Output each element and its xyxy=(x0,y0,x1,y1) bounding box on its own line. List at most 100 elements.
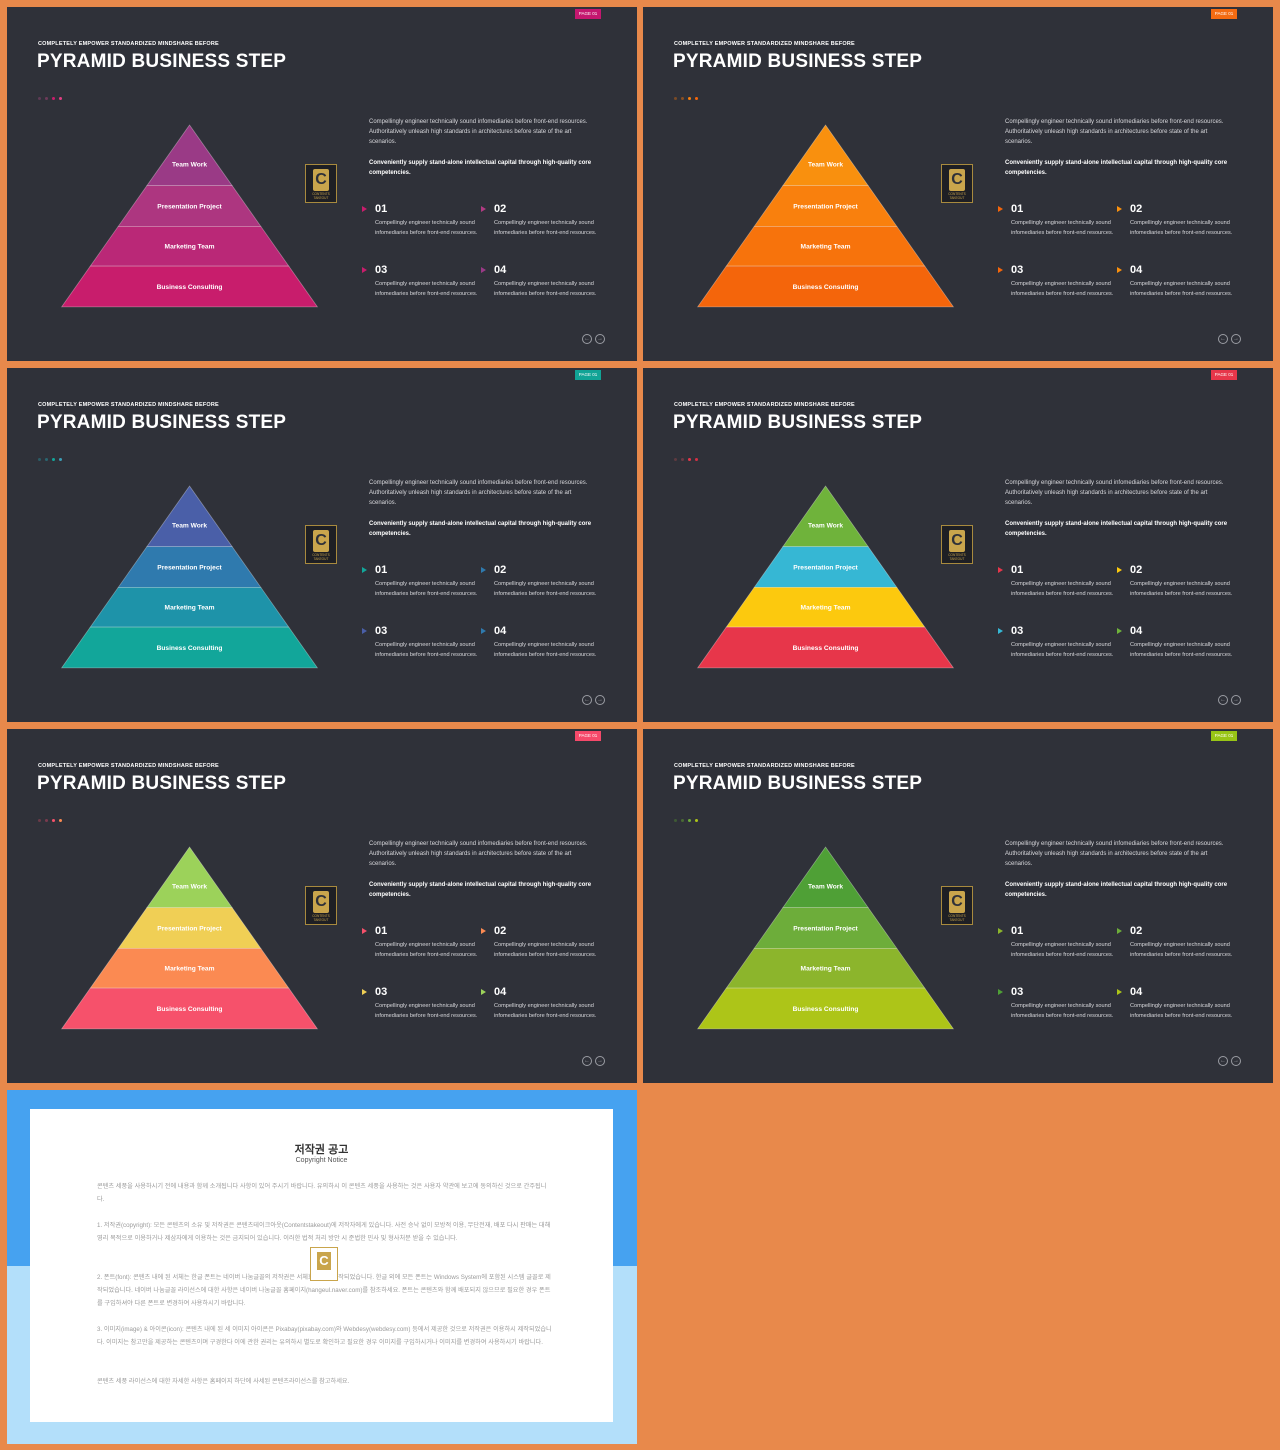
step-text: Compellingly engineer technically sound … xyxy=(494,642,597,658)
accent-dot xyxy=(59,97,62,100)
triangle-arrow-icon xyxy=(998,206,1003,212)
step-number: 01 xyxy=(1011,925,1024,937)
step-number: 03 xyxy=(375,264,388,276)
slide-2: PAGE 01 COMPLETELY EMPOWER STANDARDIZED M… xyxy=(643,7,1273,361)
step-text: Compellingly engineer technically sound … xyxy=(1130,581,1233,597)
pyramid-tier-label: Marketing Team xyxy=(165,244,215,251)
pyramid-diagram: Team Work Presentation Project Marketing T… xyxy=(696,846,955,1030)
slide-title: PYRAMID BUSINESS STEP xyxy=(37,412,287,433)
accent-dot xyxy=(59,458,62,461)
pyramid-tier-label: Team Work xyxy=(172,884,207,891)
prev-arrow-icon[interactable]: ← xyxy=(1218,1056,1228,1066)
step-number: 03 xyxy=(1011,264,1024,276)
triangle-arrow-icon xyxy=(481,267,486,273)
triangle-arrow-icon xyxy=(998,267,1003,273)
pyramid-tier-4 xyxy=(696,987,955,1030)
logo-letter: C xyxy=(313,169,329,191)
step-number: 02 xyxy=(494,203,507,215)
slide-nav: ← → xyxy=(579,688,605,706)
slide-title: PYRAMID BUSINESS STEP xyxy=(37,51,287,72)
accent-dot xyxy=(45,97,48,100)
step-number: 02 xyxy=(494,925,507,937)
triangle-arrow-icon xyxy=(362,267,367,273)
accent-dot xyxy=(695,458,698,461)
prev-arrow-icon[interactable]: ← xyxy=(1218,334,1228,344)
slide-nav: ← → xyxy=(1215,1049,1241,1067)
pyramid-diagram: Team Work Presentation Project Marketing T… xyxy=(60,485,319,669)
prev-arrow-icon[interactable]: ← xyxy=(582,1056,592,1066)
accent-dot xyxy=(59,819,62,822)
accent-dot xyxy=(688,458,691,461)
next-arrow-icon[interactable]: → xyxy=(1231,334,1241,344)
pyramid-tier-label: Presentation Project xyxy=(157,203,222,210)
pyramid-tier-label: Business Consulting xyxy=(157,645,223,652)
accent-dot xyxy=(38,458,41,461)
step-number: 03 xyxy=(1011,625,1024,637)
triangle-arrow-icon xyxy=(998,928,1003,934)
slide-subtitle: COMPLETELY EMPOWER STANDARDIZED MINDSHAR… xyxy=(38,402,219,408)
accent-dot xyxy=(52,97,55,100)
logo-text: CONTENTS TAKEOUT xyxy=(948,914,966,922)
description-highlight: Conveniently supply stand-alone intellec… xyxy=(1005,521,1228,537)
accent-dot xyxy=(45,819,48,822)
slide-subtitle: COMPLETELY EMPOWER STANDARDIZED MINDSHAR… xyxy=(674,763,855,769)
pyramid-diagram: Team Work Presentation Project Marketing T… xyxy=(60,846,319,1030)
triangle-arrow-icon xyxy=(1117,628,1122,634)
prev-arrow-icon[interactable]: ← xyxy=(582,695,592,705)
prev-arrow-icon[interactable]: ← xyxy=(582,334,592,344)
pyramid-tier-label: Presentation Project xyxy=(157,925,222,932)
step-text: Compellingly engineer technically sound … xyxy=(494,581,597,597)
slide-1: PAGE 01 COMPLETELY EMPOWER STANDARDIZED M… xyxy=(7,7,637,361)
contents-logo: C CONTENTS TAKEOUT xyxy=(305,886,337,925)
next-arrow-icon[interactable]: → xyxy=(595,1056,605,1066)
step-text: Compellingly engineer technically sound … xyxy=(375,942,478,958)
pyramid-tier-label: Team Work xyxy=(808,884,843,891)
accent-dot xyxy=(45,458,48,461)
step-number: 03 xyxy=(1011,986,1024,998)
pyramid-tier-label: Business Consulting xyxy=(793,645,859,652)
pyramid-tier-1 xyxy=(782,485,869,547)
slide-nav: ← → xyxy=(1215,327,1241,345)
description-highlight: Conveniently supply stand-alone intellec… xyxy=(369,521,592,537)
step-number: 02 xyxy=(1130,925,1143,937)
pyramid-tier-4 xyxy=(60,626,319,669)
contents-logo: C xyxy=(310,1247,338,1281)
next-arrow-icon[interactable]: → xyxy=(1231,1056,1241,1066)
description-text: Compellingly engineer technically sound … xyxy=(1005,841,1224,867)
contents-logo: C CONTENTS TAKEOUT xyxy=(941,886,973,925)
step-number: 03 xyxy=(375,986,388,998)
triangle-arrow-icon xyxy=(481,989,486,995)
step-number: 03 xyxy=(375,625,388,637)
step-number: 02 xyxy=(494,564,507,576)
description-highlight: Conveniently supply stand-alone intellec… xyxy=(1005,160,1228,176)
logo-letter: C xyxy=(949,891,965,913)
step-number: 02 xyxy=(1130,203,1143,215)
contents-logo: C CONTENTS TAKEOUT xyxy=(941,525,973,564)
step-number: 01 xyxy=(1011,203,1024,215)
triangle-arrow-icon xyxy=(362,928,367,934)
description-highlight: Conveniently supply stand-alone intellec… xyxy=(1005,882,1228,898)
pyramid-tier-4 xyxy=(696,265,955,308)
next-arrow-icon[interactable]: → xyxy=(1231,695,1241,705)
notice-subtitle: Copyright Notice xyxy=(295,1157,348,1164)
accent-dot xyxy=(674,458,677,461)
copyright-notice-panel: 저작권 공고 Copyright Notice 콘텐츠 세풍을 사용하시기 전에… xyxy=(7,1090,637,1444)
logo-letter: C xyxy=(949,169,965,191)
accent-dots xyxy=(38,87,66,105)
slide-subtitle: COMPLETELY EMPOWER STANDARDIZED MINDSHAR… xyxy=(674,41,855,47)
prev-arrow-icon[interactable]: ← xyxy=(1218,695,1228,705)
accent-dot xyxy=(681,458,684,461)
accent-dot xyxy=(695,97,698,100)
next-arrow-icon[interactable]: → xyxy=(595,695,605,705)
triangle-arrow-icon xyxy=(1117,567,1122,573)
description-highlight: Conveniently supply stand-alone intellec… xyxy=(369,160,592,176)
triangle-arrow-icon xyxy=(1117,928,1122,934)
step-number: 01 xyxy=(1011,564,1024,576)
accent-dot xyxy=(695,819,698,822)
description-text: Compellingly engineer technically sound … xyxy=(1005,119,1224,145)
step-text: Compellingly engineer technically sound … xyxy=(375,220,478,236)
next-arrow-icon[interactable]: → xyxy=(595,334,605,344)
logo-letter: C xyxy=(313,891,329,913)
triangle-arrow-icon xyxy=(362,989,367,995)
pyramid-tier-label: Business Consulting xyxy=(157,1006,223,1013)
